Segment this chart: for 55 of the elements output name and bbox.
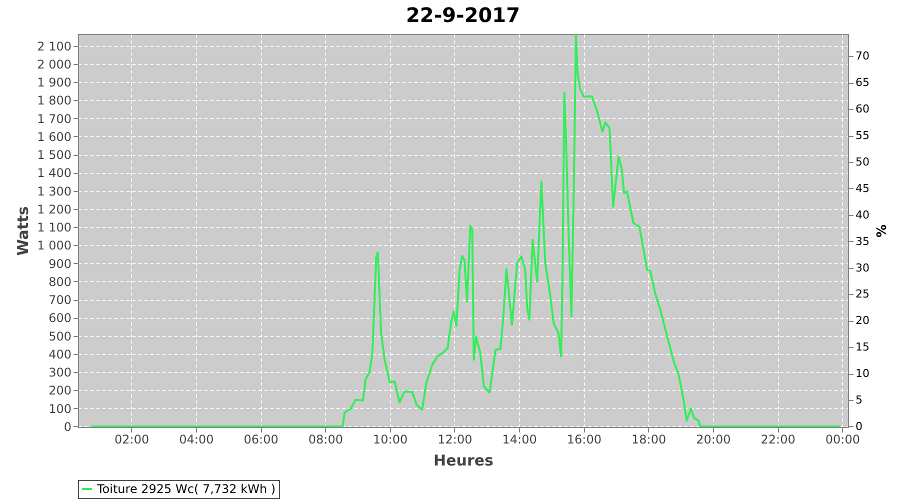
y2-tick-label: 40 bbox=[856, 208, 870, 222]
y-tick-label: 900 bbox=[48, 256, 72, 271]
x-tick-label: 00:00 bbox=[825, 432, 860, 446]
x-tick-label: 02:00 bbox=[114, 432, 150, 446]
y-tick-label: 2 000 bbox=[37, 57, 72, 72]
y-tick-label: 2 100 bbox=[37, 39, 72, 54]
y2-tick-label: 30 bbox=[856, 261, 870, 274]
y-tick-label: 300 bbox=[48, 366, 72, 380]
x-tick-label: 12:00 bbox=[438, 432, 472, 446]
y2-tick-label: 35 bbox=[856, 234, 870, 248]
y2-tick-label: 10 bbox=[856, 367, 870, 380]
legend-label: Toiture 2925 Wc( 7,732 kWh ) bbox=[96, 482, 276, 496]
y2-tick-label: 45 bbox=[856, 182, 870, 195]
y-tick-label: 1 700 bbox=[37, 112, 72, 126]
x-tick-label: 04:00 bbox=[179, 432, 214, 446]
y2-tick-label: 20 bbox=[856, 314, 870, 328]
y-tick-label: 400 bbox=[48, 347, 72, 362]
y-tick-label: 1 900 bbox=[37, 76, 72, 90]
y-tick-label: 1 800 bbox=[37, 94, 72, 108]
x-axis-title: Heures bbox=[434, 452, 494, 470]
y-tick-label: 1 100 bbox=[37, 220, 72, 235]
y-tick-label: 1 500 bbox=[37, 148, 72, 162]
y-tick-label: 1 300 bbox=[37, 184, 72, 198]
y-tick-label: 500 bbox=[48, 329, 72, 344]
y-tick-label: 1 000 bbox=[37, 238, 72, 253]
y2-tick-label: 65 bbox=[856, 76, 870, 90]
y2-tick-label: 70 bbox=[856, 50, 870, 63]
chart-title: 22-9-2017 bbox=[406, 3, 520, 27]
y-tick-label: 600 bbox=[48, 311, 72, 326]
y2-tick-label: 15 bbox=[856, 340, 870, 354]
y2-tick-label: 25 bbox=[856, 288, 870, 301]
y-tick-label: 700 bbox=[48, 293, 72, 308]
x-tick-label: 22:00 bbox=[760, 432, 796, 446]
x-tick-label: 20:00 bbox=[696, 432, 731, 446]
y2-axis-title: % bbox=[872, 224, 888, 238]
y2-tick-label: 5 bbox=[856, 394, 862, 407]
x-tick-label: 18:00 bbox=[632, 432, 666, 446]
y-tick-label: 100 bbox=[48, 402, 72, 416]
x-tick-label: 16:00 bbox=[566, 432, 602, 446]
y2-tick-label: 0 bbox=[856, 420, 862, 433]
y-tick-label: 800 bbox=[48, 274, 72, 289]
y2-tick-label: 55 bbox=[856, 129, 870, 142]
y-axis-title: Watts bbox=[14, 206, 32, 256]
y-tick-label: 1 200 bbox=[37, 202, 72, 216]
y2-tick-label: 60 bbox=[856, 102, 870, 116]
x-tick-label: 10:00 bbox=[373, 432, 408, 446]
x-tick-label: 08:00 bbox=[308, 432, 343, 446]
y-tick-label: 0 bbox=[64, 420, 72, 434]
y-tick-label: 1 600 bbox=[37, 130, 72, 144]
y2-tick-label: 50 bbox=[856, 156, 870, 169]
line-series bbox=[90, 34, 842, 427]
x-tick-label: 06:00 bbox=[244, 432, 278, 446]
y-tick-label: 200 bbox=[48, 384, 72, 398]
x-tick-label: 14:00 bbox=[502, 432, 537, 446]
y-tick-label: 1 400 bbox=[37, 166, 72, 180]
